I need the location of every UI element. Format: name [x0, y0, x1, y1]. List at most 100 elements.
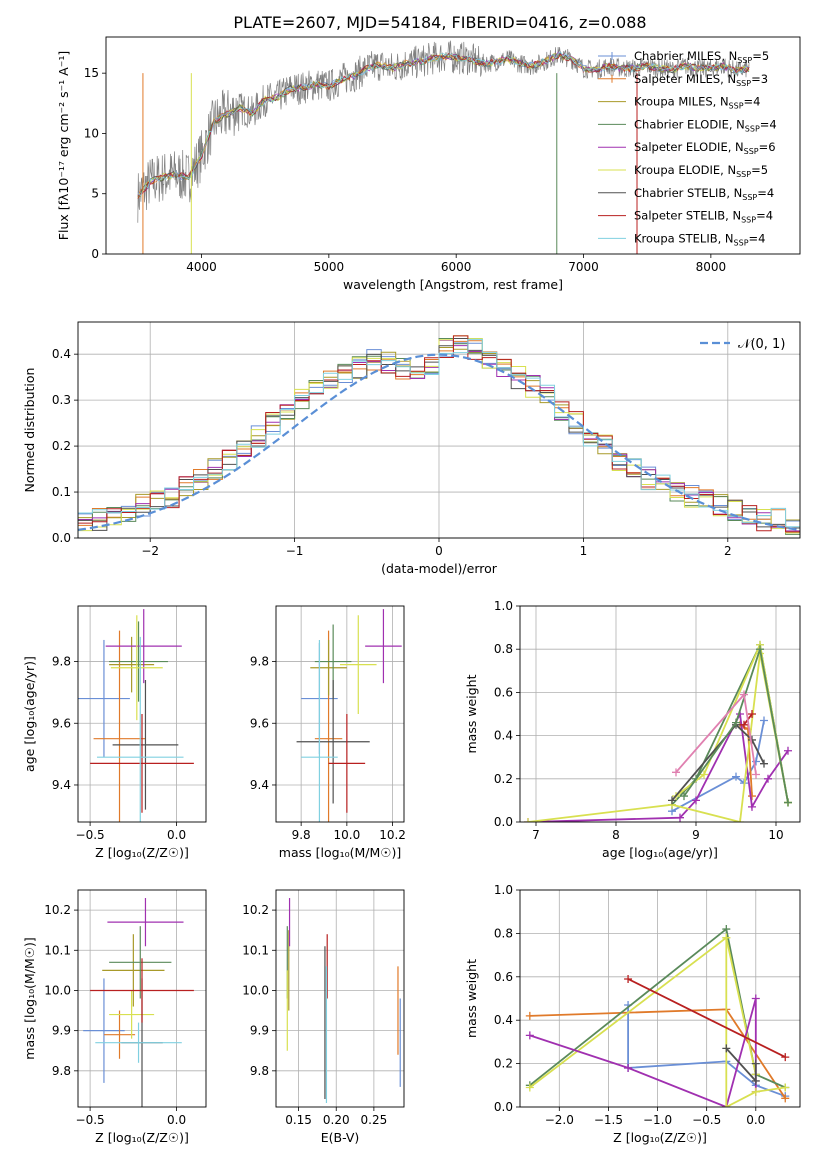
weight-point-marker — [676, 813, 684, 822]
errorbar-point — [93, 630, 146, 822]
model-line — [137, 51, 750, 197]
y-tick-label: 10.2 — [242, 903, 269, 917]
x-tick-label: 0.20 — [323, 1113, 350, 1127]
weight-point-marker — [760, 759, 768, 768]
errorbar-point — [103, 1010, 136, 1059]
weight-point-marker — [764, 774, 772, 783]
axes-frame — [275, 605, 405, 823]
weight-point-marker — [756, 645, 764, 654]
legend-label: 𝒩(0, 1) — [738, 337, 785, 352]
legend: 𝒩(0, 1) — [700, 337, 785, 352]
weight-point-marker — [781, 1083, 790, 1092]
weight-point-marker — [751, 1076, 760, 1085]
x-tick-label: 9 — [692, 828, 700, 842]
weight-point-marker — [525, 1083, 534, 1092]
weight-point-marker — [751, 1059, 760, 1068]
plot-area — [525, 925, 790, 1107]
y-tick-label: 0.6 — [494, 970, 513, 984]
y-tick-label: 0.6 — [494, 685, 513, 699]
x-axis-label: wavelength [Angstrom, rest frame] — [343, 277, 563, 292]
y-tick-label: 9.8 — [250, 655, 269, 669]
weight-point-marker — [624, 1063, 633, 1072]
panel-mass-vs-metallicity: −0.5 0.0 9.8 9.9 10.0 10.1 10.2 Z [log₁₀(Z/Z☉)]… — [22, 889, 207, 1145]
y-tick-label: 5 — [91, 187, 99, 201]
y-tick-label: 0.4 — [494, 1013, 513, 1027]
legend-label: Salpeter ELODIE, NSSP=6 — [634, 140, 776, 156]
x-tick-label: −2 — [141, 544, 159, 558]
weight-series-line — [683, 648, 789, 803]
y-tick-label: 10 — [84, 126, 99, 140]
y-tick-label: 10.0 — [44, 983, 71, 997]
x-tick-label: 0.0 — [167, 1113, 186, 1127]
weight-point-marker — [748, 792, 756, 801]
y-axis-label: mass [log₁₀(M/M☉)] — [22, 937, 37, 1059]
x-tick-label: 10 — [768, 828, 783, 842]
axes-frame — [519, 889, 801, 1108]
weight-point-marker — [525, 1031, 534, 1040]
errorbar-point — [90, 958, 194, 1023]
weight-point-marker — [680, 792, 688, 801]
x-axis-label: age [log₁₀(age/yr)] — [602, 845, 718, 860]
weight-point-marker — [781, 1094, 790, 1103]
y-tick-label: 0.2 — [494, 1057, 513, 1071]
errorbar-point — [83, 978, 125, 1083]
y-tick-label: 0.0 — [494, 1100, 513, 1114]
x-tick-label: 1 — [580, 544, 588, 558]
plot-area — [78, 335, 800, 538]
y-axis-label: mass weight — [464, 959, 479, 1038]
weight-point-marker — [692, 796, 700, 805]
axes-frame — [77, 889, 207, 1108]
x-tick-label: −0.5 — [692, 1113, 721, 1127]
errorbar-point — [109, 990, 155, 1039]
x-tick-label: 9.8 — [292, 828, 311, 842]
errorbar-point — [78, 639, 130, 758]
x-tick-label: 0 — [435, 544, 443, 558]
errorbar-point — [109, 636, 155, 693]
x-tick-label: 0.0 — [167, 828, 186, 842]
weight-point-marker — [732, 718, 740, 727]
y-tick-label: 9.8 — [52, 1064, 71, 1078]
x-tick-label: 4000 — [186, 260, 217, 274]
x-tick-label: 7 — [532, 828, 540, 842]
plot-area — [78, 609, 194, 822]
model-line — [137, 51, 750, 197]
y-axis-label: age [log₁₀(age/yr)] — [22, 656, 37, 772]
weight-point-marker — [624, 974, 633, 983]
legend-label: Kroupa STELIB, NSSP=4 — [634, 231, 765, 247]
errorbar-point — [328, 714, 366, 813]
weight-point-marker — [748, 802, 756, 811]
axes-frame — [77, 321, 801, 539]
errorbar-point — [107, 898, 184, 947]
y-tick-label: 9.4 — [52, 778, 71, 792]
weight-point-marker — [722, 1044, 731, 1053]
y-tick-label: 0.4 — [494, 729, 513, 743]
y-tick-label: 9.6 — [52, 716, 71, 730]
y-tick-label: 9.6 — [250, 716, 269, 730]
histogram-series — [78, 338, 800, 538]
x-tick-label: 5000 — [314, 260, 345, 274]
y-axis-label: mass weight — [464, 674, 479, 753]
y-tick-label: 0.0 — [52, 531, 71, 545]
y-tick-label: 9.9 — [250, 1024, 269, 1038]
y-tick-label: 0.3 — [52, 393, 71, 407]
weight-point-marker — [524, 818, 532, 822]
axes-frame — [77, 605, 207, 823]
x-axis-label: (data-model)/error — [381, 561, 498, 576]
errorbar-point — [109, 621, 168, 702]
legend-label: Chabrier STELIB, NSSP=4 — [634, 186, 774, 202]
legend-label: Salpeter STELIB, NSSP=4 — [634, 209, 773, 225]
weight-point-marker — [668, 796, 676, 805]
weight-point-marker — [784, 746, 792, 755]
axes-frame — [275, 889, 405, 1108]
y-axis-label: Flux [fλ10⁻¹⁷ erg cm⁻² s⁻¹ A⁻¹] — [56, 51, 71, 240]
x-axis-label: E(B-V) — [321, 1130, 360, 1145]
x-tick-label: −1.5 — [594, 1113, 623, 1127]
y-tick-label: 10.1 — [242, 943, 269, 957]
y-tick-label: 10.2 — [44, 903, 71, 917]
legend-label: Kroupa ELODIE, NSSP=5 — [634, 163, 768, 179]
gaussian-reference-line — [78, 353, 800, 531]
model-line — [137, 53, 750, 199]
y-tick-label: 9.8 — [52, 655, 71, 669]
errorbar-point — [112, 680, 179, 810]
x-tick-label: 7000 — [568, 260, 599, 274]
